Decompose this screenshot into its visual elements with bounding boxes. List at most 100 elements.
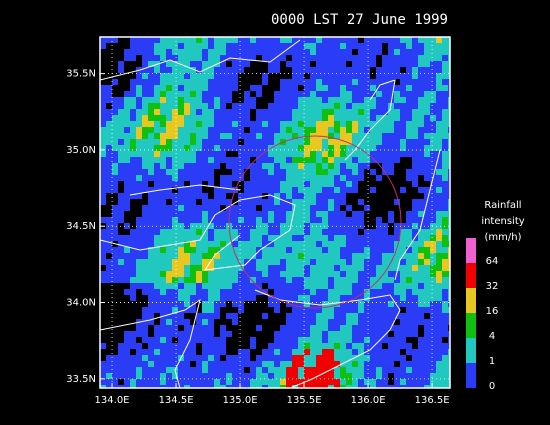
rain-cell	[316, 43, 322, 49]
rain-cell	[340, 55, 346, 61]
rain-cell	[292, 187, 298, 193]
rain-cell	[436, 127, 442, 133]
rain-cell	[382, 133, 388, 139]
rain-cell	[406, 235, 412, 241]
rain-cell	[160, 193, 166, 199]
rain-cell	[280, 295, 286, 301]
rain-cell	[118, 307, 124, 313]
rain-cell	[292, 151, 298, 157]
rain-cell	[160, 241, 166, 247]
rain-cell	[196, 241, 202, 247]
rain-cell	[340, 91, 346, 97]
rain-cell	[358, 145, 364, 151]
rain-cell	[328, 211, 334, 217]
rain-cell	[334, 349, 340, 355]
rain-cell	[286, 355, 292, 361]
rain-cell	[154, 373, 160, 379]
rain-cell	[274, 199, 280, 205]
rain-cell	[376, 361, 382, 367]
rain-cell	[268, 337, 274, 343]
rain-cell	[142, 247, 148, 253]
rain-cell	[250, 37, 256, 43]
rain-cell	[100, 247, 106, 253]
rain-cell	[424, 55, 430, 61]
rain-cell	[154, 319, 160, 325]
rain-cell	[328, 247, 334, 253]
rain-cell	[118, 385, 124, 388]
rain-cell	[160, 151, 166, 157]
rain-cell	[310, 73, 316, 79]
rain-cell	[394, 103, 400, 109]
rain-cell	[238, 385, 244, 388]
rain-cell	[238, 163, 244, 169]
rain-cell	[124, 193, 130, 199]
rain-cell	[274, 145, 280, 151]
rain-cell	[268, 49, 274, 55]
rain-cell	[274, 385, 280, 388]
rain-cell	[166, 49, 172, 55]
rain-cell	[214, 187, 220, 193]
rain-cell	[106, 367, 112, 373]
rain-cell	[418, 205, 424, 211]
rain-cell	[148, 103, 154, 109]
rain-cell	[430, 145, 436, 151]
rain-cell	[298, 277, 304, 283]
rain-cell	[172, 91, 178, 97]
rain-cell	[424, 151, 430, 157]
rain-cell	[154, 67, 160, 73]
rain-cell	[304, 289, 310, 295]
rain-cell	[112, 37, 118, 43]
rain-cell	[322, 73, 328, 79]
rain-cell	[118, 133, 124, 139]
rain-cell	[148, 223, 154, 229]
rain-cell	[394, 145, 400, 151]
rain-cell	[430, 139, 436, 145]
rain-cell	[304, 91, 310, 97]
coastline	[254, 289, 401, 389]
rain-cell	[166, 271, 172, 277]
rain-cell	[358, 313, 364, 319]
rain-cell	[268, 43, 274, 49]
rain-cell	[358, 205, 364, 211]
rain-cell	[208, 325, 214, 331]
rain-cell	[292, 127, 298, 133]
rain-cell	[442, 343, 448, 349]
rain-cell	[262, 301, 268, 307]
rain-cell	[256, 349, 262, 355]
rain-cell	[388, 265, 394, 271]
rain-cell	[262, 187, 268, 193]
rain-cell	[430, 133, 436, 139]
rain-cell	[220, 73, 226, 79]
rain-cell	[124, 79, 130, 85]
rain-cell	[280, 181, 286, 187]
rain-cell	[292, 355, 298, 361]
rain-cell	[112, 295, 118, 301]
rain-cell	[220, 55, 226, 61]
rain-cell	[412, 319, 418, 325]
rain-cell	[208, 373, 214, 379]
rain-cell	[328, 61, 334, 67]
rain-cell	[406, 175, 412, 181]
x-tick-label: 135.5E	[287, 395, 322, 406]
rain-cell	[112, 259, 118, 265]
rain-cell	[112, 289, 118, 295]
rain-cell	[160, 97, 166, 103]
rain-cell	[238, 379, 244, 385]
rain-cell	[310, 367, 316, 373]
rain-cell	[106, 139, 112, 145]
rain-cell	[106, 307, 112, 313]
rain-cell	[184, 115, 190, 121]
rain-cell	[220, 187, 226, 193]
rain-cell	[448, 271, 450, 277]
rain-cell	[172, 127, 178, 133]
rain-cell	[304, 37, 310, 43]
rain-cell	[358, 97, 364, 103]
rain-cell	[256, 283, 262, 289]
rain-cell	[118, 367, 124, 373]
rain-cell	[214, 103, 220, 109]
rain-cell	[436, 145, 442, 151]
rain-cell	[178, 211, 184, 217]
rain-cell	[292, 193, 298, 199]
rain-cell	[430, 55, 436, 61]
rain-cell	[166, 301, 172, 307]
